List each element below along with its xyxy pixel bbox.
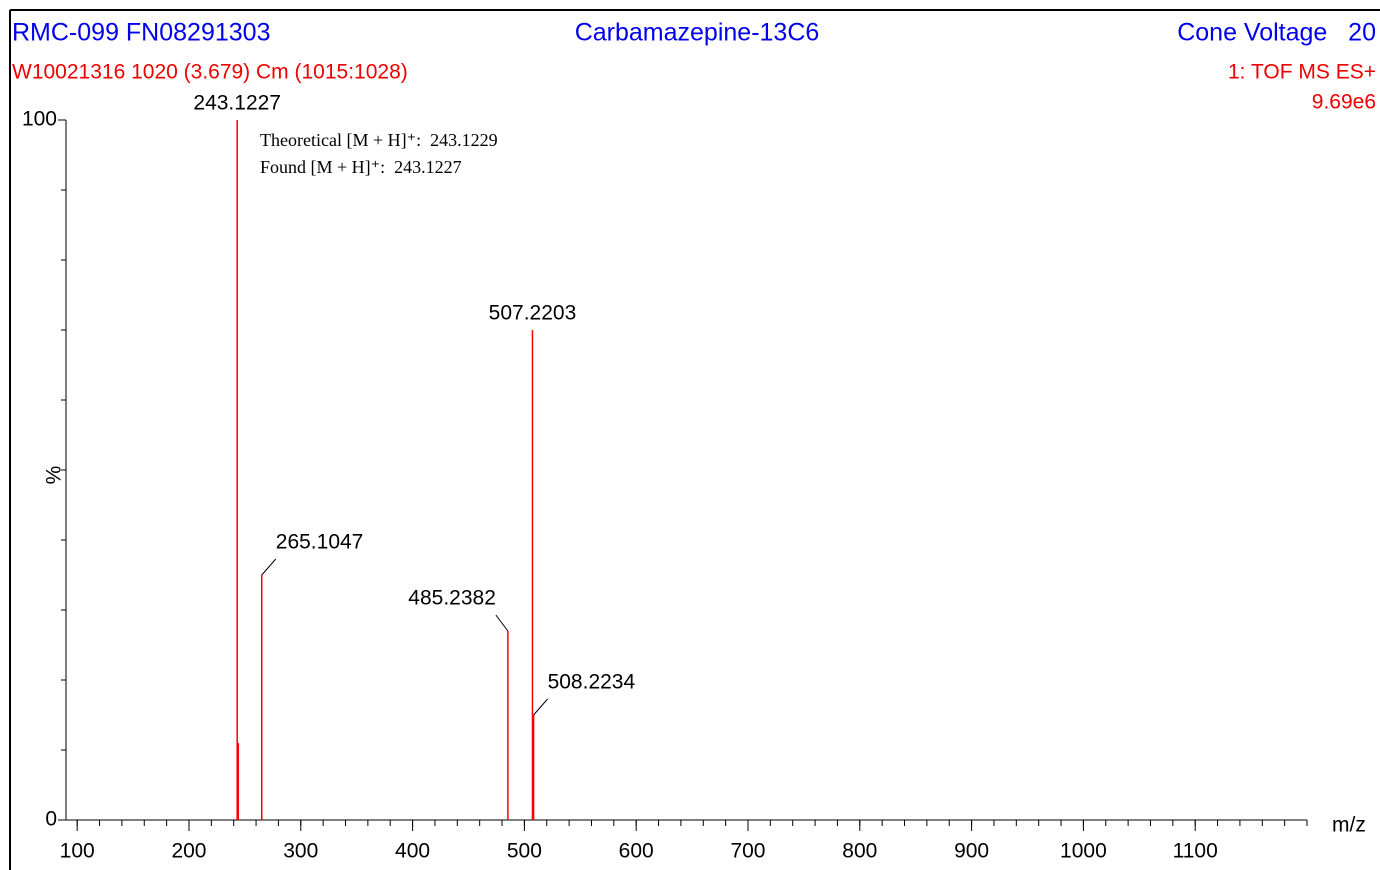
x-tick-label: 300 [283,840,318,863]
peak-label: 485.2382 [408,587,496,610]
leader-line [533,698,548,716]
x-tick-label: 600 [619,840,654,863]
x-tick-label: 100 [60,840,95,863]
chart-title: Carbamazepine-13C6 [575,19,820,47]
y-tick-label: 100 [22,108,57,131]
leader-line [495,614,509,632]
y-axis-label: % [43,466,66,485]
scale-label: 9.69e6 [1312,91,1376,114]
x-tick-label: 1100 [1173,840,1218,863]
header-right: Cone Voltage 20 [1177,19,1376,47]
annotation: Theoretical [M + H]⁺: 243.1229 [260,130,498,150]
x-tick-label: 800 [842,840,877,863]
x-axis-label: m/z [1332,814,1366,837]
x-tick-label: 400 [395,840,430,863]
x-tick-label: 200 [171,840,206,863]
subheader-left: W10021316 1020 (3.679) Cm (1015:1028) [12,61,408,84]
peak-label: 507.2203 [489,302,577,325]
subheader-right: 1: TOF MS ES+ [1228,61,1376,84]
x-tick-label: 500 [507,840,542,863]
leader-line [261,558,277,576]
peak-label: 243.1227 [193,92,281,115]
peak-label: 508.2234 [548,671,636,694]
x-tick-label: 700 [730,840,765,863]
annotation: Found [M + H]⁺: 243.1227 [260,157,462,177]
x-tick-label: 1000 [1060,840,1107,863]
header-left: RMC-099 FN08291303 [12,19,270,47]
y-tick-label: 0 [45,808,57,831]
peak-label: 265.1047 [276,531,364,554]
x-tick-label: 900 [954,840,989,863]
